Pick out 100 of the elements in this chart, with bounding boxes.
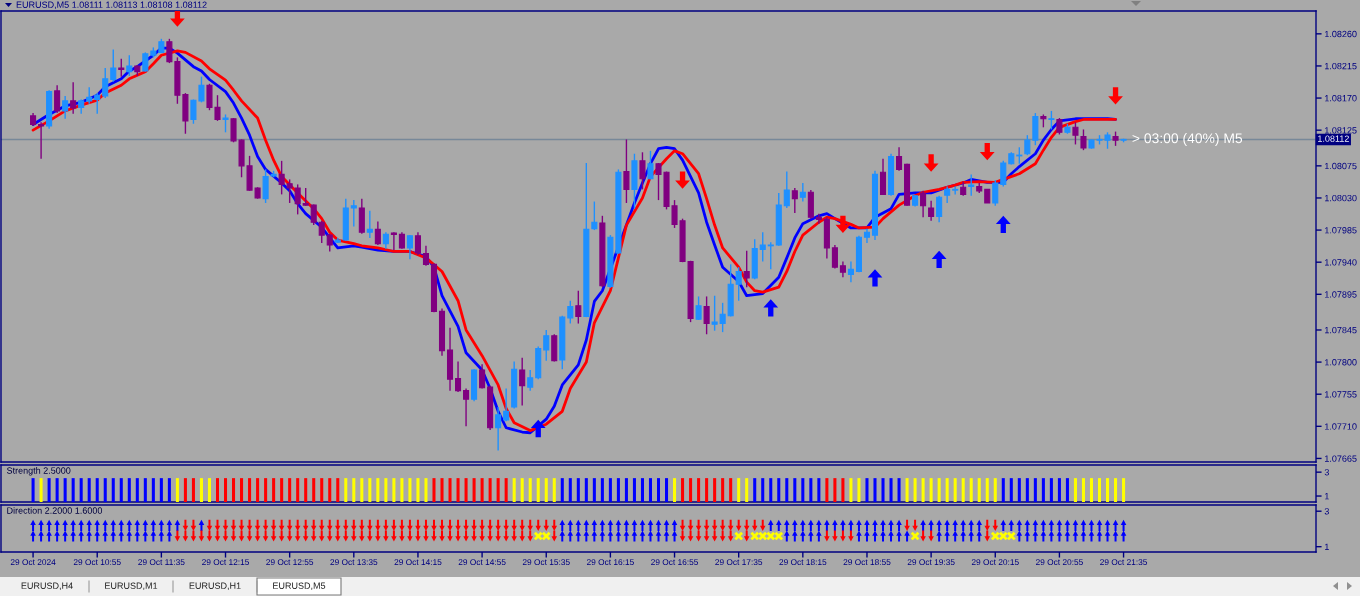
x-tick-label: 29 Oct 17:35 <box>715 559 763 566</box>
x-tick-label: 29 Oct 18:15 <box>779 559 827 566</box>
point <box>675 171 690 189</box>
x-tick-label: 29 Oct 14:55 <box>458 559 506 566</box>
x-tick-label: 29 Oct 12:15 <box>202 559 250 566</box>
x-tick-label: 29 Oct 16:15 <box>586 559 634 566</box>
point <box>170 11 185 27</box>
candlestick <box>799 182 806 203</box>
candlestick <box>591 200 598 231</box>
candlestick <box>310 203 317 226</box>
candlestick <box>1080 128 1087 151</box>
x-tick-label: 29 Oct 21:35 <box>1100 559 1148 566</box>
y-tick-label: 1.08125 <box>1325 127 1357 134</box>
x-tick-label: 29 Oct 11:35 <box>138 559 185 566</box>
candlestick <box>759 231 766 263</box>
y-tick-label: 1 <box>1325 493 1329 500</box>
y-tick-label: 1.07800 <box>1325 359 1357 366</box>
candlestick <box>767 241 774 271</box>
candlestick <box>719 302 726 333</box>
candlestick <box>735 266 742 302</box>
candlestick <box>815 212 822 225</box>
point <box>763 299 779 317</box>
candlestick <box>783 170 790 209</box>
x-tick-label: 29 Oct 12:55 <box>266 559 314 566</box>
candlestick <box>350 199 357 228</box>
candlestick <box>639 151 646 191</box>
candlestick <box>495 406 502 452</box>
candlestick <box>142 51 149 73</box>
x-tick-label: 29 Oct 16:55 <box>651 559 699 566</box>
candlestick <box>920 190 927 218</box>
x-tick-label: 29 Oct 15:35 <box>522 559 570 566</box>
candlestick <box>623 138 630 204</box>
candlestick <box>968 173 975 197</box>
candlestick <box>527 369 534 392</box>
candlestick <box>102 67 109 99</box>
candlestick <box>318 220 325 244</box>
x-tick-label: 29 Oct 20:15 <box>971 559 1019 566</box>
candlestick <box>406 234 413 261</box>
point <box>1108 87 1123 105</box>
candlestick <box>278 160 285 196</box>
candlestick <box>519 357 526 407</box>
candlestick <box>1032 112 1039 146</box>
point <box>835 215 851 234</box>
candlestick <box>575 290 582 325</box>
text: EURUSD,H4 <box>21 582 73 590</box>
candlestick <box>647 150 654 181</box>
y-tick-label: 3 <box>1324 469 1329 476</box>
y-tick-label: 1.07710 <box>1325 423 1357 430</box>
candlestick <box>455 360 462 393</box>
y-tick-label: 3 <box>1324 508 1329 515</box>
candlestick <box>479 363 486 390</box>
candlestick <box>422 245 430 267</box>
y-tick-label: 1.07845 <box>1325 326 1357 334</box>
y-tick-label: 1.07895 <box>1325 291 1357 298</box>
candlestick <box>62 95 69 120</box>
text: EURUSD,M1 <box>105 582 158 590</box>
x-tick-label: 29 Oct 10:55 <box>73 559 121 566</box>
candlestick <box>286 178 293 204</box>
candlestick <box>952 185 959 196</box>
y-tick-label: 1.08075 <box>1325 162 1357 170</box>
candlestick <box>847 260 854 283</box>
candlestick <box>567 300 574 325</box>
candlestick <box>94 92 101 115</box>
ref-line-label: 1.08112 <box>1318 135 1349 142</box>
point <box>867 269 883 287</box>
x-tick-label: 29 Oct 14:15 <box>394 559 442 566</box>
candlestick <box>1000 160 1007 188</box>
y-tick-label: 1.07985 <box>1325 227 1357 234</box>
candlestick <box>414 231 421 256</box>
candlestick <box>831 244 838 270</box>
x-tick-label: 29 Oct 20:55 <box>1035 559 1083 566</box>
candlestick <box>791 187 798 214</box>
point <box>923 154 939 172</box>
chart-title: Strength 2.5000 <box>6 467 71 476</box>
candlestick <box>896 146 903 172</box>
candlestick <box>1072 121 1079 146</box>
candlestick <box>374 220 381 246</box>
candlestick <box>262 168 269 204</box>
candlestick <box>463 387 470 428</box>
x-tick-label: 29 Oct 13:35 <box>330 559 378 566</box>
chart-title: EURUSD,M5 1.08111 1.08113 1.08108 1.08112 <box>16 1 207 9</box>
candlestick <box>928 200 935 222</box>
candlestick <box>711 295 718 332</box>
candlestick <box>503 387 510 423</box>
x-tick-label: 29 Oct 18:55 <box>843 559 891 566</box>
x-tick-label: 29 Oct 2024 <box>10 559 56 566</box>
text: EURUSD,H1 <box>189 582 241 590</box>
y-tick-label: 1.07755 <box>1325 391 1357 398</box>
candlestick <box>992 179 999 207</box>
chart-title: Direction 2.2000 1.6000 <box>7 507 103 514</box>
candlestick <box>70 81 77 115</box>
candlestick <box>126 54 133 77</box>
y-tick-label: 1.07665 <box>1325 455 1357 462</box>
candlestick <box>695 295 702 321</box>
x-tick-label: 29 Oct 19:35 <box>907 559 955 566</box>
candlestick <box>1024 134 1031 156</box>
candlestick <box>879 158 887 196</box>
y-tick-label: 1.08260 <box>1325 30 1357 38</box>
candlestick <box>110 48 117 83</box>
candlestick <box>543 329 550 362</box>
